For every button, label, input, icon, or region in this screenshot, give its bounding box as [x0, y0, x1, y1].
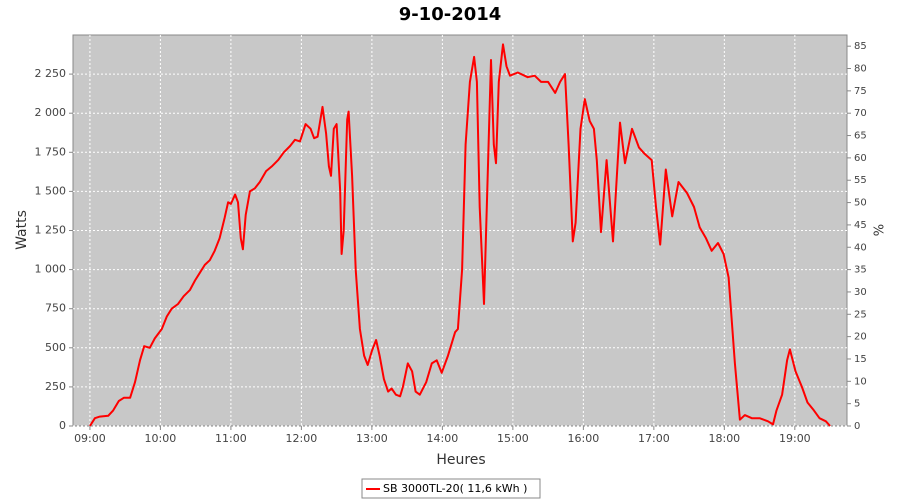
y-tick-label: 1 750	[35, 145, 67, 158]
x-tick-label: 10:00	[145, 432, 177, 445]
y2-tick-label: 45	[854, 220, 867, 231]
x-tick-label: 12:00	[286, 432, 318, 445]
y-tick-label: 750	[45, 302, 66, 315]
x-tick-label: 13:00	[356, 432, 388, 445]
y2-tick-label: 60	[854, 153, 867, 164]
y2-tick-label: 40	[854, 242, 867, 253]
x-tick-label: 09:00	[74, 432, 106, 445]
y2-tick-label: 15	[854, 354, 867, 365]
y2-tick-label: 75	[854, 86, 867, 97]
y-tick-label: 1 500	[35, 184, 67, 197]
y-axis-label: Watts	[14, 210, 30, 250]
chart-title: 9-10-2014	[399, 4, 502, 25]
y-tick-label: 250	[45, 380, 66, 393]
x-tick-label: 11:00	[215, 432, 247, 445]
y2-tick-label: 85	[854, 41, 867, 52]
y2-tick-label: 65	[854, 131, 867, 142]
y2-tick-label: 80	[854, 64, 867, 75]
x-tick-label: 14:00	[427, 432, 459, 445]
y2-tick-label: 70	[854, 108, 867, 119]
y2-tick-label: 25	[854, 309, 867, 320]
y2-tick-label: 35	[854, 265, 867, 276]
x-tick-label: 15:00	[497, 432, 529, 445]
x-tick-label: 19:00	[779, 432, 811, 445]
y-tick-label: 1 000	[35, 263, 67, 276]
y-tick-label: 2 250	[35, 67, 67, 80]
y2-tick-label: 30	[854, 287, 867, 298]
x-axis-label: Heures	[436, 452, 485, 468]
y2-axis-label: %	[873, 224, 888, 236]
x-tick-label: 16:00	[568, 432, 600, 445]
x-tick-label: 18:00	[708, 432, 740, 445]
y2-tick-label: 55	[854, 175, 867, 186]
y2-tick-label: 10	[854, 376, 867, 387]
y-tick-label: 2 000	[35, 106, 67, 119]
legend	[361, 478, 541, 499]
y2-tick-label: 0	[854, 421, 860, 432]
y-tick-label: 1 250	[35, 224, 67, 237]
y-tick-label: 0	[59, 419, 66, 432]
legend-label: SB 3000TL-20( 11,6 kWh )	[383, 482, 527, 495]
y2-tick-label: 20	[854, 332, 867, 343]
y-tick-label: 500	[45, 341, 66, 354]
y2-tick-label: 50	[854, 198, 867, 209]
x-tick-label: 17:00	[638, 432, 670, 445]
data-line	[89, 43, 831, 427]
y2-tick-label: 5	[854, 399, 860, 410]
